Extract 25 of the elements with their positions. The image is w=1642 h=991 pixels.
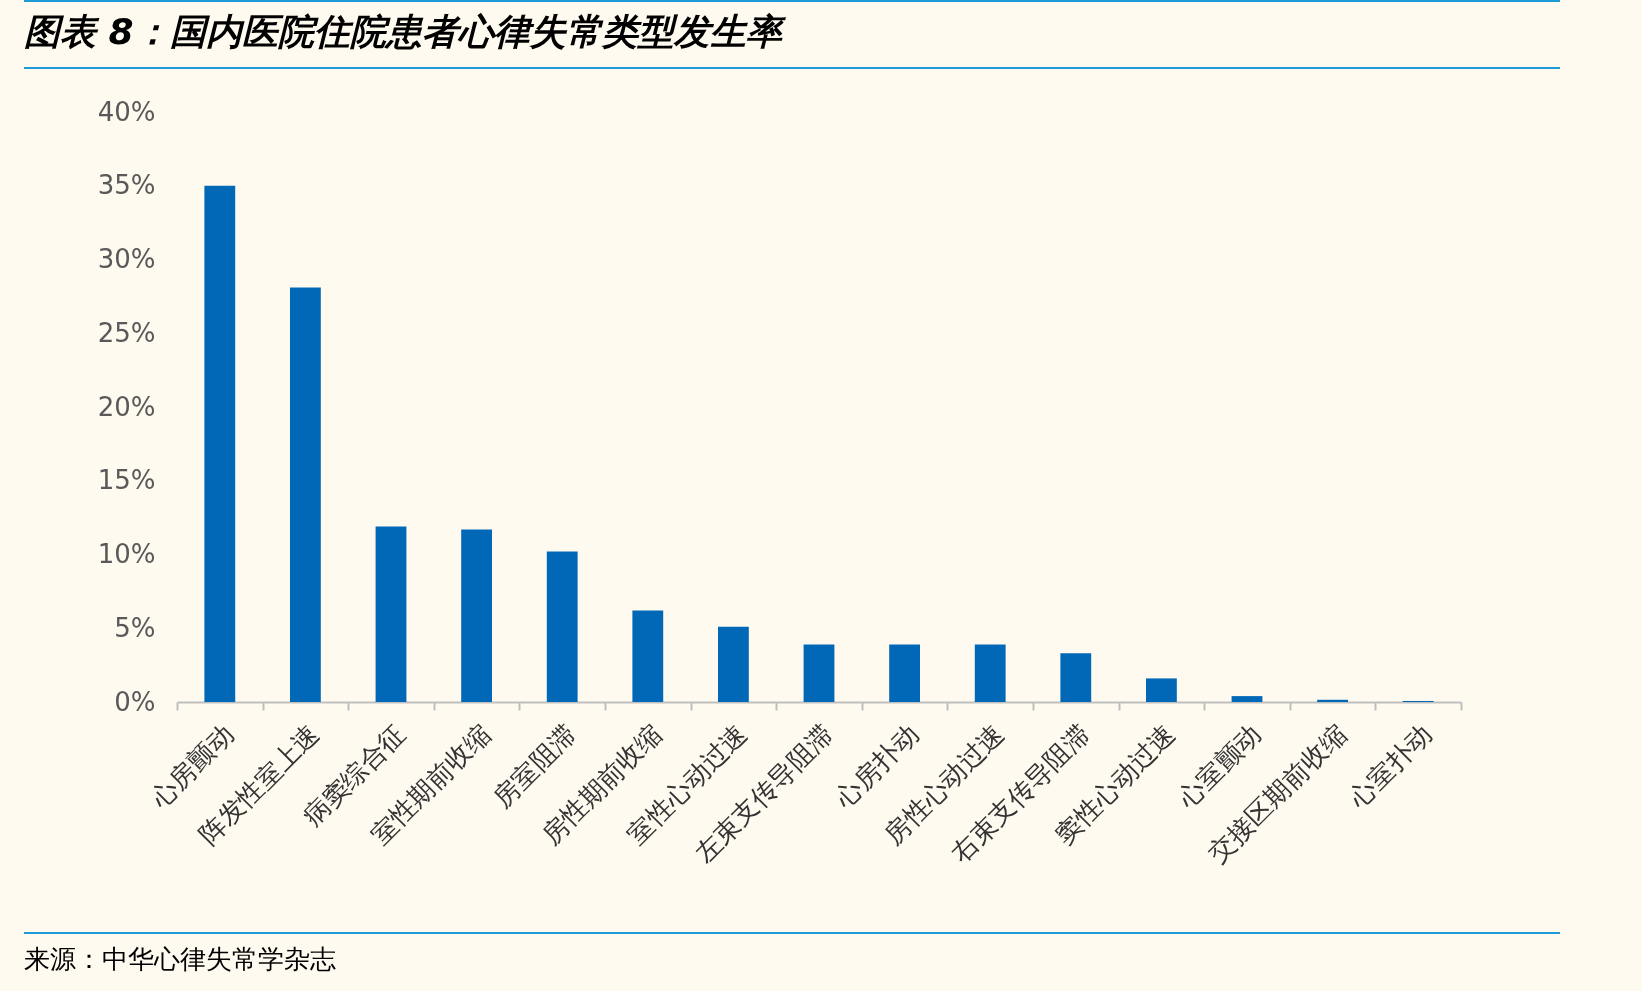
bar xyxy=(204,185,236,702)
bar xyxy=(889,644,921,702)
y-tick-label: 5% xyxy=(114,612,156,643)
source-note: 来源：中华心律失常学杂志 xyxy=(24,932,1560,977)
bar xyxy=(1231,696,1263,702)
bar xyxy=(974,644,1006,702)
bar xyxy=(803,644,835,702)
bar xyxy=(375,526,407,702)
y-tick-label: 20% xyxy=(97,391,156,422)
bar xyxy=(1060,653,1092,702)
bar xyxy=(1145,678,1177,702)
bar xyxy=(461,529,493,702)
y-tick-label: 35% xyxy=(97,170,156,201)
y-tick-label: 10% xyxy=(97,539,156,569)
chart-title: 图表 8：国内医院住院患者心律失常类型发生率 xyxy=(24,0,1560,69)
bar xyxy=(546,551,578,702)
y-tick-label: 40% xyxy=(97,96,156,127)
bar xyxy=(1317,699,1349,702)
y-tick-label: 15% xyxy=(97,465,156,496)
y-tick-label: 30% xyxy=(97,244,156,274)
bar xyxy=(289,287,321,702)
bar xyxy=(717,626,749,702)
bar xyxy=(632,610,664,702)
y-tick-label: 25% xyxy=(97,317,156,348)
y-tick-label: 0% xyxy=(114,686,156,717)
